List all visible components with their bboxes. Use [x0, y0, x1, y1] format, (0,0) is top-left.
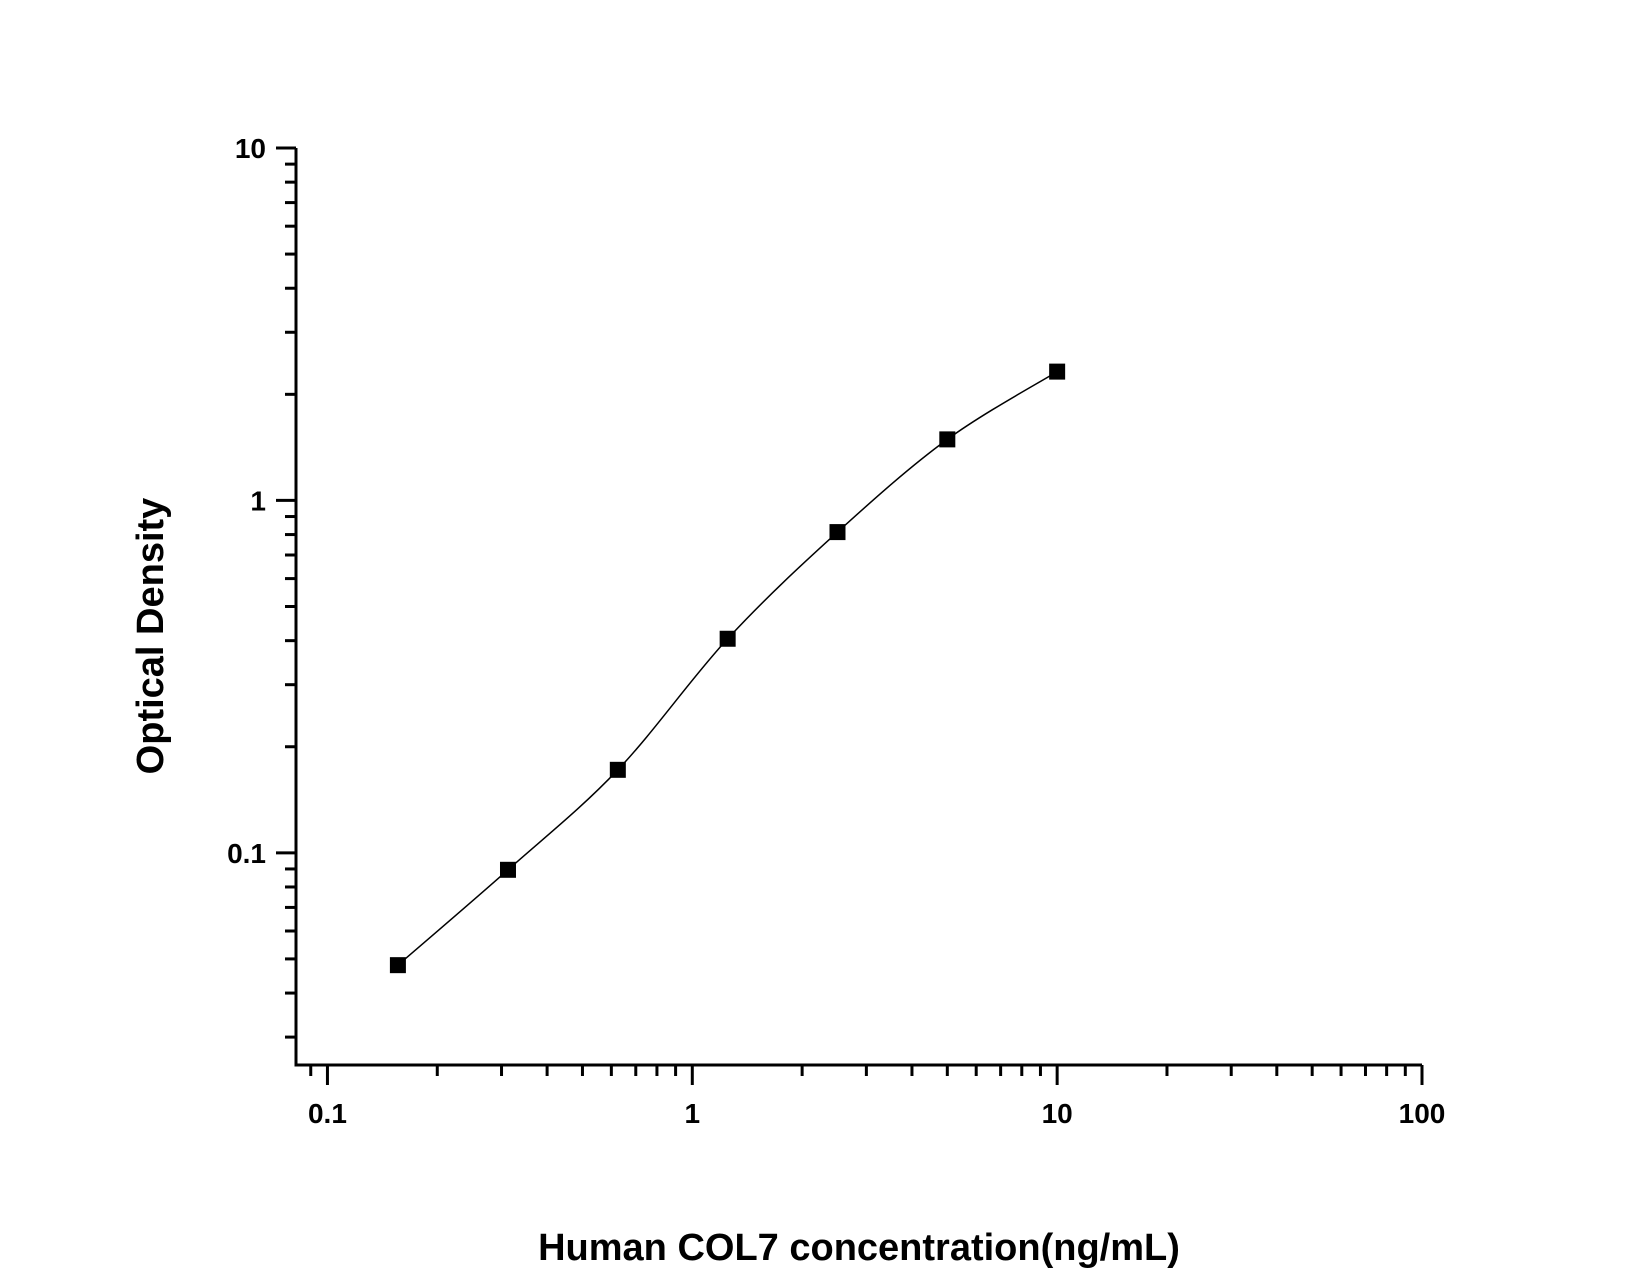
- x-axis-label: Human COL7 concentration(ng/mL): [538, 1227, 1180, 1269]
- fit-curve: [397, 370, 1058, 966]
- y-tick-label: 1: [250, 485, 266, 516]
- y-tick-label: 10: [235, 133, 266, 164]
- x-tick-label: 0.1: [308, 1098, 347, 1129]
- x-tick-label: 100: [1399, 1098, 1446, 1129]
- x-tick-label: 1: [685, 1098, 701, 1129]
- data-point: [609, 761, 626, 778]
- y-axis-label: Optical Density: [130, 498, 172, 775]
- x-tick-label: 10: [1042, 1098, 1073, 1129]
- data-point: [939, 431, 956, 448]
- data-points: [389, 363, 1066, 974]
- data-point: [1049, 363, 1066, 380]
- y-tick-label: 0.1: [227, 838, 266, 869]
- axes: 0.1 1 10 100 0.1 1 10: [227, 133, 1445, 1129]
- data-point: [829, 524, 846, 541]
- data-point: [719, 630, 736, 647]
- data-point: [389, 957, 406, 974]
- data-point: [499, 861, 516, 878]
